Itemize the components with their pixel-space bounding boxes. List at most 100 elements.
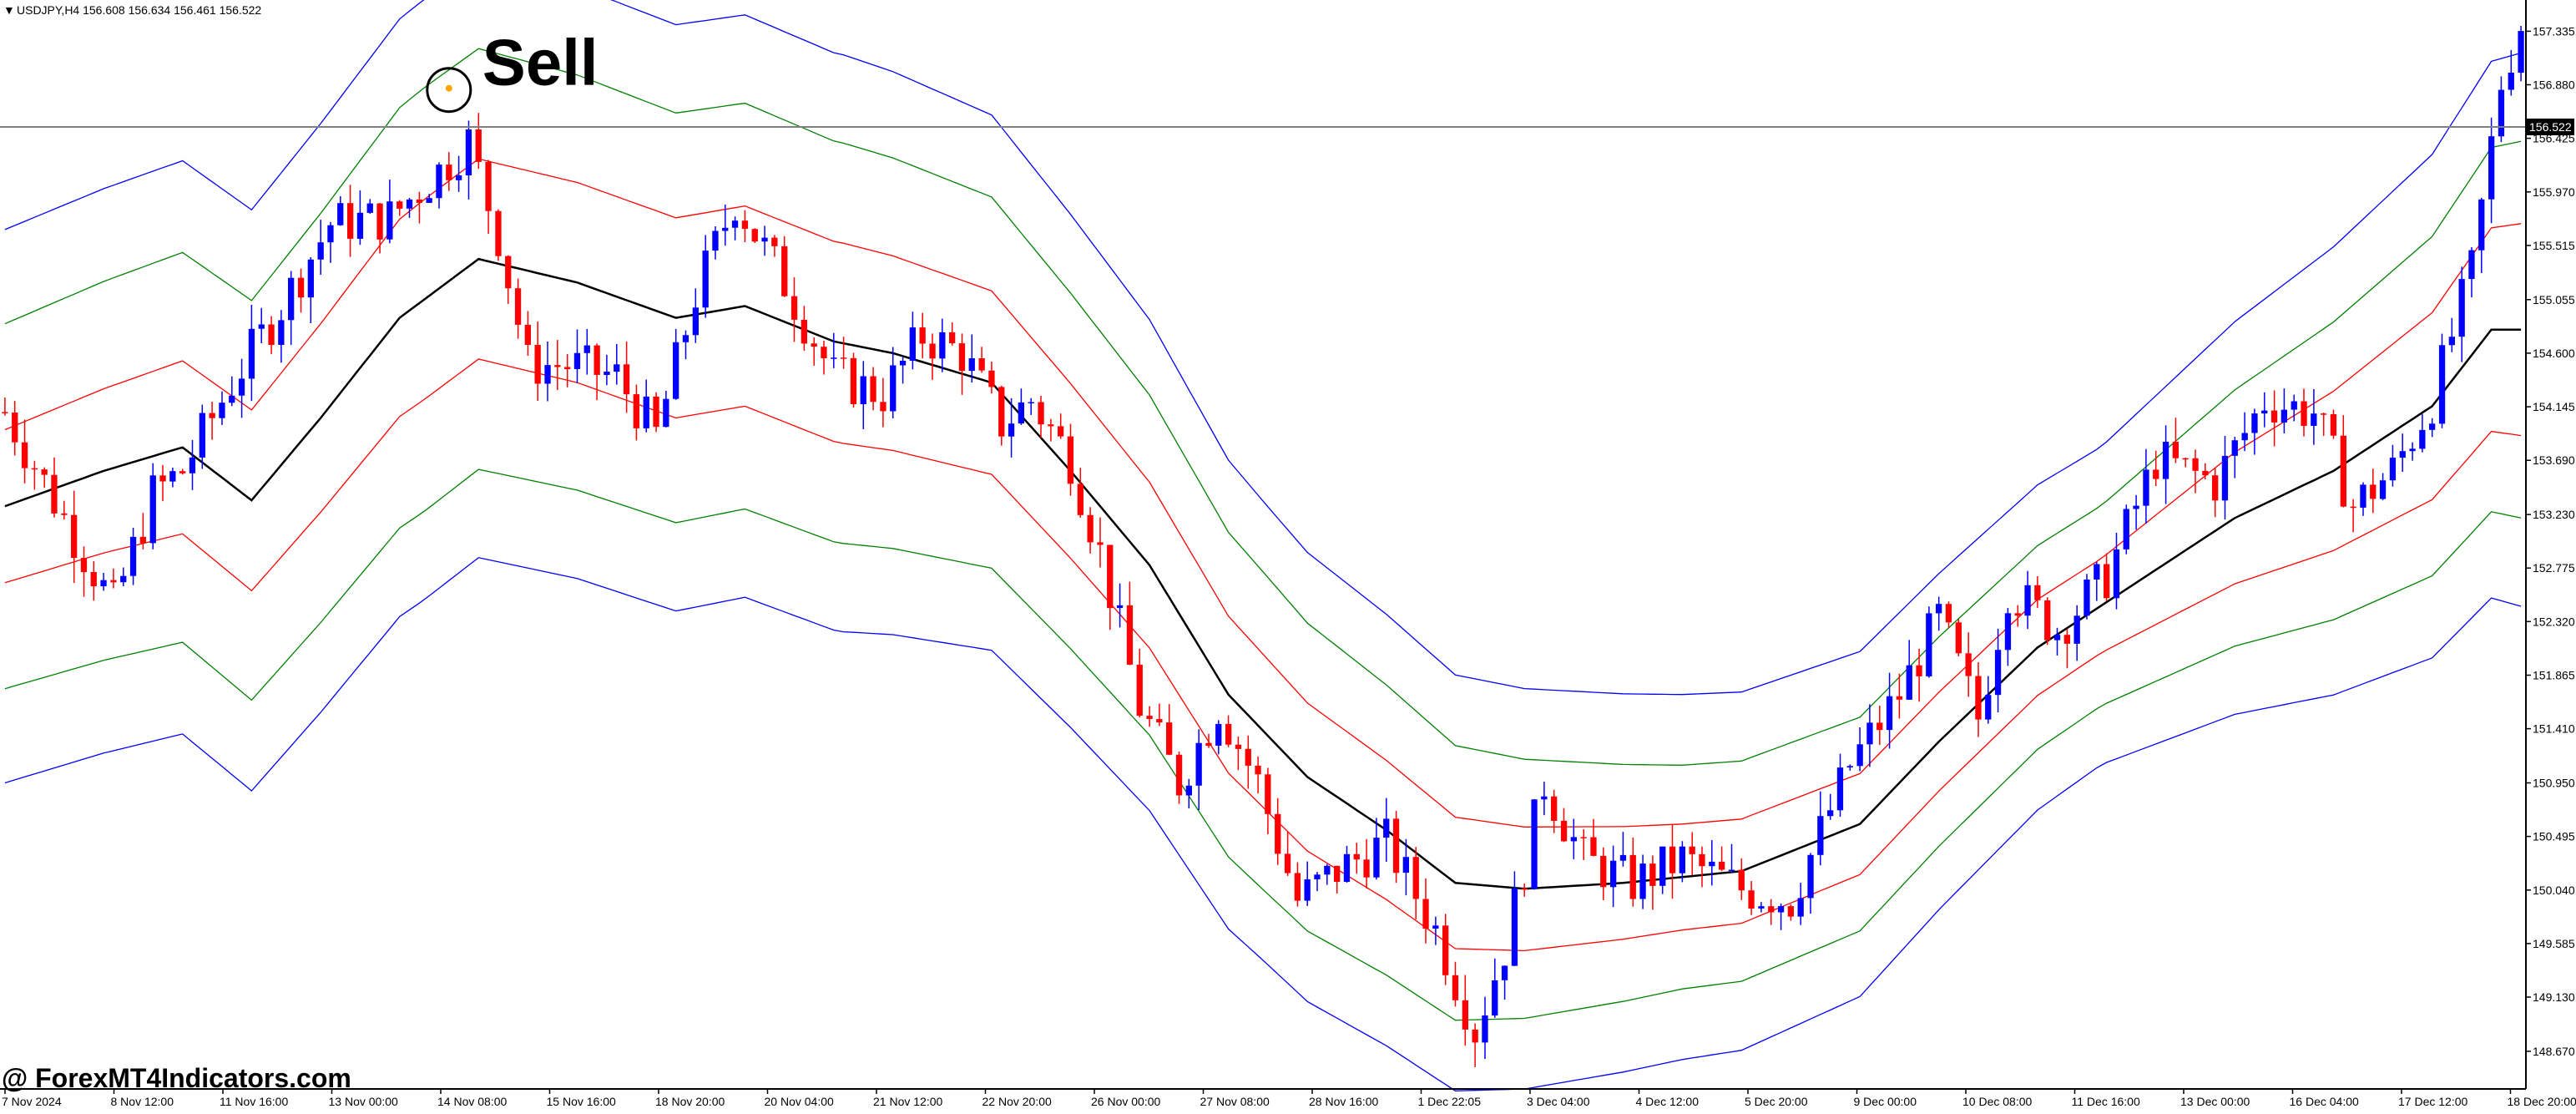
candle-body bbox=[2311, 413, 2316, 426]
candle-body bbox=[61, 514, 67, 515]
candle-body bbox=[2488, 136, 2494, 200]
candle-body bbox=[2074, 615, 2080, 644]
x-tick-label: 27 Nov 08:00 bbox=[1200, 1095, 1270, 1108]
candle-body bbox=[1008, 423, 1014, 437]
candle-body bbox=[495, 211, 501, 256]
y-tick-label: 153.230 bbox=[2533, 508, 2575, 521]
candle-body bbox=[752, 229, 758, 241]
candle-body bbox=[1482, 1015, 1488, 1042]
candle-body bbox=[2341, 436, 2346, 507]
x-tick-label: 13 Dec 00:00 bbox=[2180, 1095, 2250, 1108]
candle-body bbox=[535, 345, 541, 384]
y-tick-label: 150.040 bbox=[2533, 884, 2575, 897]
candle-body bbox=[2439, 345, 2445, 423]
candle-body bbox=[1985, 695, 1991, 719]
candle-body bbox=[1995, 650, 2001, 695]
candle-body bbox=[397, 201, 402, 209]
y-tick-label: 155.970 bbox=[2533, 185, 2575, 199]
candle-body bbox=[959, 343, 965, 371]
candle-body bbox=[91, 572, 97, 586]
candle-body bbox=[1314, 874, 1320, 879]
candle-body bbox=[1669, 847, 1675, 873]
candle-body bbox=[1581, 837, 1587, 838]
candle-body bbox=[2064, 635, 2070, 644]
symbol-dropdown-icon[interactable]: ▼ bbox=[3, 3, 15, 17]
x-tick-label: 4 Dec 12:00 bbox=[1636, 1095, 1700, 1108]
candle-body bbox=[841, 357, 846, 359]
candle-body bbox=[2281, 410, 2287, 423]
candle-body bbox=[505, 256, 511, 289]
candle-body bbox=[1038, 403, 1043, 425]
candle-body bbox=[1196, 743, 1202, 786]
x-tick-label: 20 Nov 04:00 bbox=[765, 1095, 834, 1108]
candle-body bbox=[407, 200, 412, 209]
candle-body bbox=[1837, 767, 1843, 810]
candle-body bbox=[2114, 549, 2119, 598]
sell-label: Sell bbox=[482, 26, 599, 99]
candle-body bbox=[910, 327, 916, 361]
candle-body bbox=[1847, 766, 1853, 767]
y-tick-label: 153.690 bbox=[2533, 453, 2575, 467]
candle-body bbox=[1522, 889, 1528, 890]
candle-body bbox=[1807, 855, 1813, 899]
candle-body bbox=[880, 402, 886, 411]
candle-body bbox=[1551, 797, 1557, 821]
candle-body bbox=[466, 129, 472, 175]
candle-body bbox=[327, 225, 333, 243]
candle-body bbox=[446, 165, 452, 180]
candle-body bbox=[376, 204, 382, 240]
candle-body bbox=[1866, 722, 1872, 744]
candle-body bbox=[2390, 458, 2396, 480]
y-tick-label: 155.055 bbox=[2533, 293, 2575, 306]
candle-body bbox=[1413, 857, 1419, 899]
candle-body bbox=[2143, 469, 2149, 505]
candle-body bbox=[2380, 480, 2386, 499]
candle-body bbox=[2054, 635, 2060, 640]
symbol-info: USDJPY,H4 156.608 156.634 156.461 156.52… bbox=[17, 3, 261, 17]
candle-body bbox=[1512, 889, 1518, 966]
x-tick-label: 14 Nov 08:00 bbox=[437, 1095, 507, 1108]
candle-body bbox=[100, 580, 106, 586]
candle-body bbox=[140, 537, 146, 544]
candle-body bbox=[1887, 696, 1892, 730]
candle-body bbox=[1422, 899, 1428, 929]
candle-body bbox=[337, 203, 343, 225]
candle-body bbox=[1492, 980, 1498, 1015]
candle-body bbox=[456, 175, 462, 180]
candle-body bbox=[1610, 861, 1616, 888]
candle-body bbox=[1946, 604, 1952, 622]
candle-body bbox=[1462, 1000, 1468, 1030]
candle-body bbox=[1442, 925, 1448, 975]
x-tick-label: 18 Nov 20:00 bbox=[655, 1095, 725, 1108]
candle-body bbox=[1255, 766, 1260, 774]
candle-body bbox=[673, 342, 679, 399]
candle-body bbox=[1729, 870, 1735, 872]
candle-body bbox=[2222, 456, 2228, 500]
candle-body bbox=[22, 443, 28, 468]
candle-body bbox=[2409, 448, 2415, 451]
candle-body bbox=[120, 576, 126, 583]
candle-body bbox=[1127, 605, 1133, 665]
candle-body bbox=[644, 397, 649, 428]
y-tick-label: 150.950 bbox=[2533, 777, 2575, 790]
candle-body bbox=[2429, 423, 2435, 430]
y-tick-label: 152.320 bbox=[2533, 615, 2575, 628]
candle-body bbox=[2400, 451, 2406, 458]
candle-body bbox=[781, 246, 787, 296]
x-tick-label: 5 Dec 20:00 bbox=[1745, 1095, 1808, 1108]
candle-body bbox=[1137, 665, 1143, 716]
candle-body bbox=[554, 365, 560, 367]
candle-body bbox=[476, 129, 482, 162]
candle-body bbox=[2163, 442, 2169, 479]
candle-body bbox=[1502, 966, 1508, 980]
candle-body bbox=[249, 329, 255, 379]
candle-body bbox=[1739, 870, 1745, 891]
candle-body bbox=[308, 260, 314, 297]
x-tick-label: 21 Nov 12:00 bbox=[873, 1095, 942, 1108]
candle-body bbox=[929, 344, 935, 359]
current-price-marker: 156.522 bbox=[2526, 119, 2574, 135]
candle-body bbox=[2133, 506, 2139, 509]
